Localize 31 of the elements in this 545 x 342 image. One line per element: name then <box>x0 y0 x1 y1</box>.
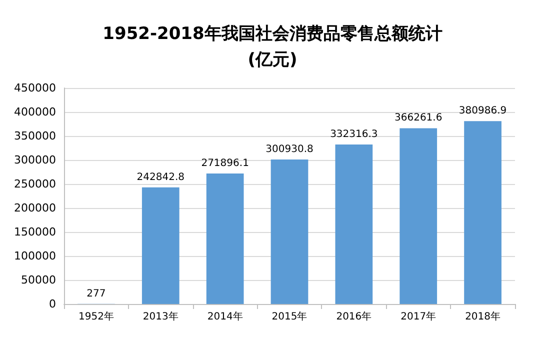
x-tick-label: 1952年 <box>78 310 114 322</box>
y-tick-label: 0 <box>49 298 56 310</box>
y-tick-label: 100000 <box>14 250 56 262</box>
data-label: 271896.1 <box>201 158 249 169</box>
y-tick-label: 200000 <box>14 202 56 214</box>
y-tick-label: 400000 <box>14 106 56 118</box>
data-label: 332316.3 <box>330 128 378 140</box>
data-label: 366261.6 <box>394 112 442 124</box>
x-tick-label: 2017年 <box>400 310 436 322</box>
bar <box>142 187 180 304</box>
data-label: 277 <box>86 288 106 300</box>
bar <box>464 121 502 304</box>
data-label: 300930.8 <box>266 144 314 156</box>
chart-title: 1952-2018年我国社会消费品零售总额统计 (亿元) <box>102 24 442 70</box>
x-tick-label: 2016年 <box>336 310 372 322</box>
x-tick-label: 2013年 <box>142 310 178 322</box>
data-label: 242842.8 <box>136 172 184 183</box>
data-label: 380986.9 <box>458 106 507 117</box>
x-tick-label: 2014年 <box>207 310 243 322</box>
y-tick-label: 300000 <box>14 154 56 166</box>
bar <box>270 160 308 304</box>
x-tick-label: 2015年 <box>272 310 308 322</box>
bar <box>335 144 373 304</box>
y-tick-label: 450000 <box>14 82 56 94</box>
bar <box>400 128 438 304</box>
y-tick-label: 350000 <box>14 130 56 142</box>
bar <box>206 173 244 304</box>
y-tick-label: 50000 <box>21 274 56 286</box>
y-tick-label: 250000 <box>14 178 56 190</box>
y-tick-label: 150000 <box>14 226 56 238</box>
x-tick-label: 2018年 <box>465 310 501 322</box>
